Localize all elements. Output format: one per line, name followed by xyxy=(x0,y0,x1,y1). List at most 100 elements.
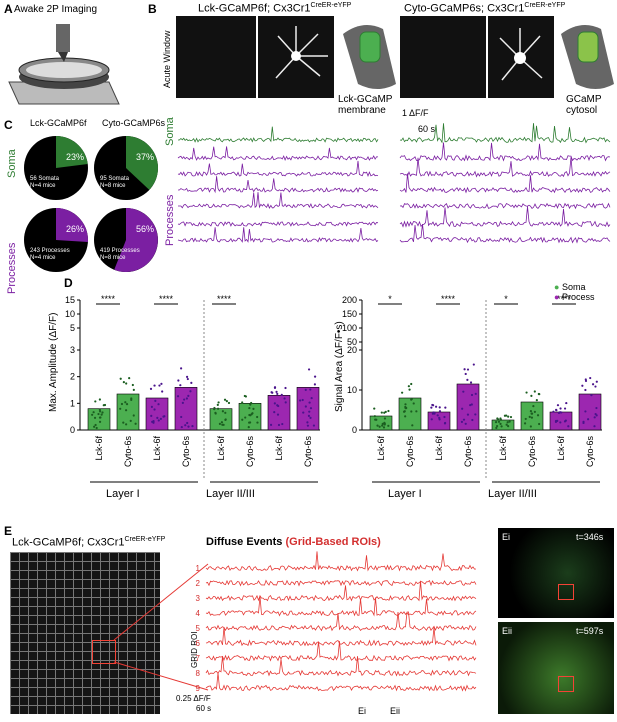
d-point xyxy=(470,393,474,397)
panel-e-letter: E xyxy=(4,524,13,538)
d-bar-5 xyxy=(238,403,262,431)
d-point xyxy=(177,379,180,382)
d-point xyxy=(190,381,193,384)
d-point xyxy=(584,388,587,392)
d-point xyxy=(185,397,188,400)
d-point xyxy=(494,421,498,424)
trace-lck-5 xyxy=(177,221,379,227)
d-bar-3 xyxy=(174,387,198,431)
pie-row1-label: Soma xyxy=(6,149,18,178)
e-mark-ei: Ei xyxy=(358,706,367,716)
d-point xyxy=(401,391,404,394)
d-xtick: Cyto-6s xyxy=(245,436,255,468)
d-point xyxy=(373,407,376,410)
trace-cyto-6 xyxy=(399,223,611,244)
d-xtick: Lck-6f xyxy=(434,436,444,461)
roi-trace-1 xyxy=(205,551,477,572)
panel-a-title: Awake 2P Imaging xyxy=(14,4,98,15)
d-point xyxy=(589,376,592,380)
d-point xyxy=(227,401,231,405)
pie-2-note1: 243 Processes xyxy=(30,248,70,254)
d-point xyxy=(380,411,383,414)
inset-ei-image xyxy=(498,528,614,618)
d-point xyxy=(374,418,377,421)
d-point xyxy=(281,422,284,426)
lck-cartoon-label: Lck-GCaMP membrane xyxy=(338,94,393,116)
d-ytick-top: 150 xyxy=(342,309,357,319)
d-bar-1 xyxy=(398,397,422,431)
d-point xyxy=(250,401,253,405)
d-point xyxy=(560,411,563,414)
d-right-group1: Layer I xyxy=(388,488,422,500)
panel-b-letter: B xyxy=(148,2,157,16)
d-point xyxy=(463,368,466,371)
d-xtick: Lck-6f xyxy=(556,436,566,461)
d-bar-6 xyxy=(549,411,573,431)
d-point xyxy=(150,405,153,408)
trace-lck-4 xyxy=(178,192,379,209)
d-point xyxy=(594,412,597,416)
d-point xyxy=(431,403,434,407)
d-point xyxy=(591,383,595,386)
d-point xyxy=(443,415,446,419)
roi-trace-3 xyxy=(205,580,477,602)
d-point xyxy=(99,416,102,419)
d-point xyxy=(567,425,570,428)
d-point xyxy=(505,414,508,417)
panel-c-letter: C xyxy=(4,118,13,132)
d-point xyxy=(584,410,587,413)
d-point xyxy=(524,417,527,421)
d-point xyxy=(538,422,541,426)
d-point xyxy=(587,418,590,421)
pie-col1-label: Lck-GCaMP6f xyxy=(30,118,87,128)
d-point xyxy=(306,421,309,424)
d-point xyxy=(507,415,510,418)
d-point xyxy=(125,403,129,406)
d-point xyxy=(530,394,533,397)
inset-eii-roi xyxy=(558,676,574,692)
d-sig: **** xyxy=(217,294,232,304)
d-point xyxy=(221,410,225,413)
d-point xyxy=(464,372,467,376)
d-ytick-bottom: 0 xyxy=(352,425,357,435)
d-point xyxy=(557,411,560,414)
d-point xyxy=(563,420,567,423)
d-point xyxy=(249,403,252,406)
cyto-cell-glyph xyxy=(499,28,543,81)
d-point xyxy=(309,407,313,410)
d-point xyxy=(191,425,194,428)
d-point xyxy=(523,422,527,425)
microscope-illustration xyxy=(8,24,120,105)
d-point xyxy=(93,416,97,419)
d-point xyxy=(410,398,413,401)
d-point xyxy=(525,391,528,394)
d-point xyxy=(308,410,311,413)
trace-cyto-5 xyxy=(399,206,611,228)
d-point xyxy=(313,375,317,378)
pie-0-slice xyxy=(56,136,88,168)
trace-cyto-0 xyxy=(399,123,611,144)
d-point xyxy=(464,422,467,425)
trace-scale-y: 1 ΔF/F xyxy=(402,108,429,118)
d-point xyxy=(216,407,220,410)
d-point xyxy=(495,424,499,428)
d-point xyxy=(538,393,541,396)
d-point xyxy=(156,416,159,419)
d-point xyxy=(469,381,473,384)
trace-cyto-2 xyxy=(399,157,611,178)
d-point xyxy=(593,425,596,428)
d-point xyxy=(271,391,274,394)
d-point xyxy=(180,415,183,419)
d-point xyxy=(387,424,390,427)
d-point xyxy=(256,415,259,419)
d-point xyxy=(471,418,474,422)
d-point xyxy=(218,422,222,425)
d-point xyxy=(407,385,410,388)
d-point xyxy=(404,415,407,418)
d-point xyxy=(438,410,442,413)
d-point xyxy=(530,412,533,415)
d-point xyxy=(179,384,182,387)
d-point xyxy=(124,409,128,412)
d-point xyxy=(132,388,135,391)
